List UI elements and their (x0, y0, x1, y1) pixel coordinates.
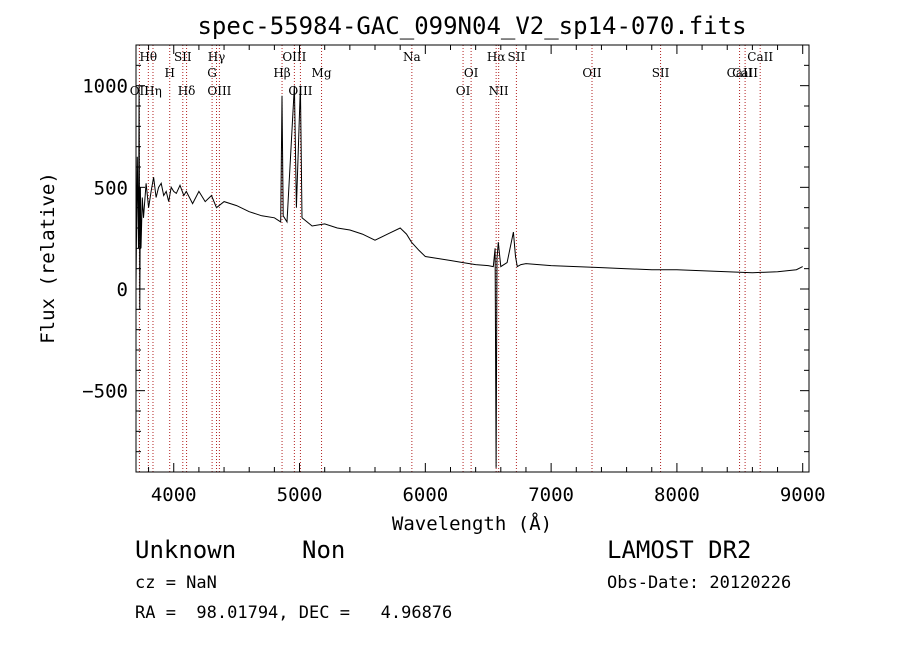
redshift-text: cz = NaN (135, 573, 217, 593)
line-label-3: H (164, 66, 174, 80)
line-label-21: CaII (747, 50, 773, 64)
line-label-4: SII (174, 50, 192, 64)
observation-date: Obs-Date: 20120226 (607, 573, 792, 593)
x-tick-label-1: 5000 (277, 484, 323, 506)
line-label-12: Mg (312, 66, 332, 80)
spectrum-series (135, 85, 803, 468)
x-axis-ticks: 4000 5000 6000 7000 8000 9000 (148, 45, 826, 506)
spectrum-line-0 (135, 85, 803, 468)
line-label-0: Hθ (139, 50, 157, 64)
y-axis-label: Flux (relative) (37, 172, 59, 344)
line-label-10: OIII (282, 50, 306, 64)
coordinates-text: RA = 98.01794, DEC = 4.96876 (135, 603, 453, 623)
y-tick-label-1: 0 (117, 279, 128, 301)
line-label-6: Hγ (208, 50, 226, 64)
x-tick-label-5: 9000 (780, 484, 826, 506)
y-tick-label-3: 1000 (82, 76, 128, 98)
line-label-22: CaII (732, 66, 758, 80)
line-label-7: G (207, 66, 217, 80)
plot-frame (135, 44, 810, 473)
line-label-13: Na (403, 50, 421, 64)
line-label-5: Hδ (178, 84, 196, 98)
line-label-17: SII (508, 50, 526, 64)
line-label-2: Hη (144, 84, 162, 98)
y-axis-ticks: −500 0 500 1000 (82, 44, 809, 453)
line-label-9: Hβ (273, 66, 290, 80)
x-tick-label-2: 6000 (402, 484, 448, 506)
y-tick-label-2: 500 (94, 177, 128, 199)
x-tick-label-4: 8000 (654, 484, 700, 506)
line-label-18: NII (489, 84, 509, 98)
chart-title: spec-55984-GAC_099N04_V2_sp14-070.fits (197, 12, 746, 40)
object-subclass: Non (302, 536, 346, 564)
line-label-20: SII (652, 66, 670, 80)
emission-line-markers: HθOIIHηHSIIHδHγGOIIIHβOIIIOIIIMgNaOIOIHα… (130, 45, 773, 472)
x-axis-label: Wavelength (Å) (392, 512, 552, 535)
survey-name: LAMOST DR2 (607, 536, 752, 564)
object-class: Unknown (135, 536, 237, 564)
x-tick-label-0: 4000 (151, 484, 197, 506)
y-tick-label-0: −500 (82, 381, 128, 403)
line-label-15: OI (456, 84, 471, 98)
line-label-19: OII (582, 66, 602, 80)
line-label-16: Hα (487, 50, 506, 64)
line-label-8: OIII (207, 84, 231, 98)
x-tick-label-3: 7000 (528, 484, 574, 506)
line-label-14: OI (464, 66, 479, 80)
line-label-23: CaII (727, 66, 753, 80)
